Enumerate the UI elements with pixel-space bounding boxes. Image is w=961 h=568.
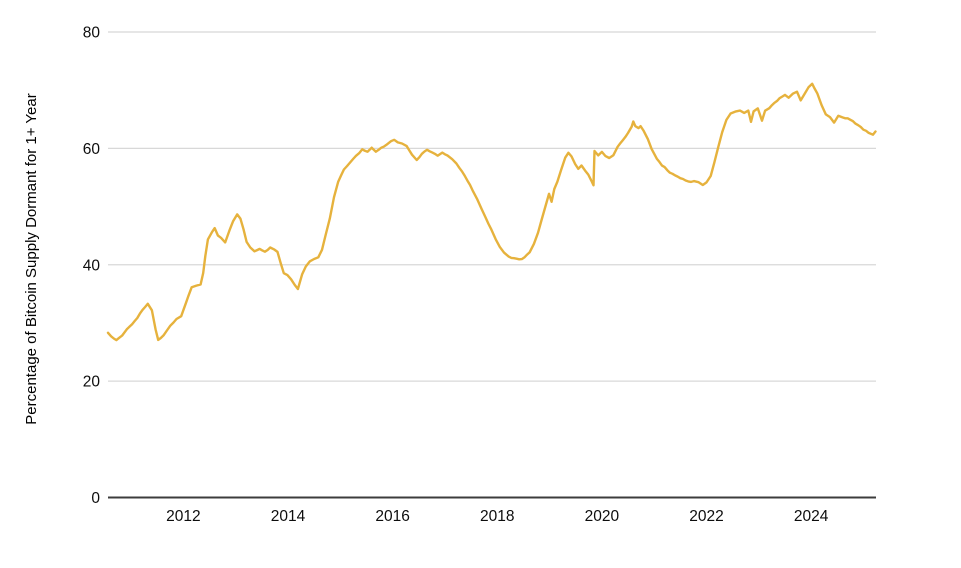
x-tick-label-2024: 2024: [794, 508, 829, 525]
x-tick-label-2020: 2020: [585, 508, 620, 525]
y-tick-label-40: 40: [83, 257, 101, 274]
y-tick-label-60: 60: [83, 141, 101, 158]
y-tick-label-20: 20: [83, 374, 101, 391]
y-tick-label-80: 80: [83, 25, 101, 42]
x-tick-label-2016: 2016: [375, 508, 409, 525]
tick-label-layer: 0 20 40 60 80 2012 2014 2016 2018 2020 2022 2024: [83, 25, 829, 526]
gridline-layer: [108, 31, 876, 499]
x-tick-label-2018: 2018: [480, 508, 514, 525]
series-layer: [106, 82, 877, 342]
x-tick-label-2022: 2022: [689, 508, 723, 525]
x-tick-label-2014: 2014: [271, 508, 306, 525]
x-tick-label-2012: 2012: [166, 508, 200, 525]
data-series-line: [106, 82, 877, 342]
y-axis-title: Percentage of Bitcoin Supply Dormant for…: [23, 93, 40, 424]
y-tick-label-0: 0: [91, 490, 100, 507]
